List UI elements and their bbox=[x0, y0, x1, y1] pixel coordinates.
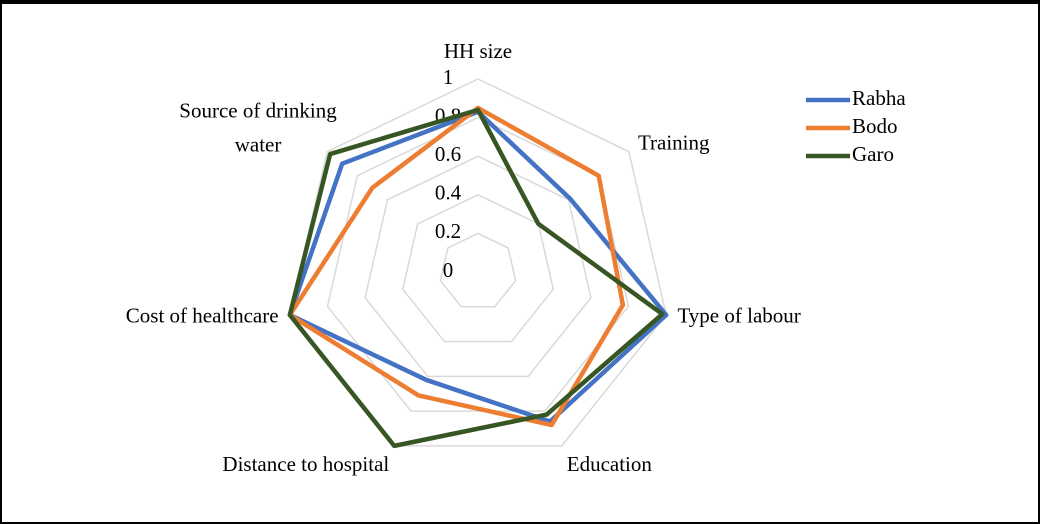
legend-item: Rabha bbox=[806, 86, 906, 110]
r-tick-label: 0.2 bbox=[435, 219, 461, 243]
legend-label: Bodo bbox=[852, 114, 898, 138]
category-label: Type of labour bbox=[677, 303, 800, 327]
legend-label: Rabha bbox=[852, 86, 906, 110]
r-tick-label: 1 bbox=[443, 65, 454, 89]
category-label: Source of drinking water bbox=[179, 98, 337, 156]
grid-ring bbox=[289, 78, 667, 447]
category-label: Distance to hospital bbox=[222, 452, 389, 476]
series-line bbox=[287, 109, 669, 424]
r-tick-label: 0.6 bbox=[435, 142, 461, 166]
series-line bbox=[287, 107, 665, 449]
grid-ring bbox=[401, 193, 555, 343]
legend-item: Garo bbox=[806, 142, 894, 166]
category-label: Cost of healthcare bbox=[126, 303, 279, 327]
grid-ring bbox=[364, 155, 592, 378]
category-label: Education bbox=[567, 452, 653, 476]
series-line bbox=[287, 105, 626, 428]
grid-ring bbox=[439, 232, 517, 308]
legend-label: Garo bbox=[852, 142, 894, 166]
category-label: HH size bbox=[444, 39, 512, 63]
r-tick-label: 0.4 bbox=[435, 181, 462, 205]
r-tick-label: 0 bbox=[443, 258, 454, 282]
category-label: Training bbox=[638, 130, 710, 154]
legend-item: Bodo bbox=[806, 114, 898, 138]
